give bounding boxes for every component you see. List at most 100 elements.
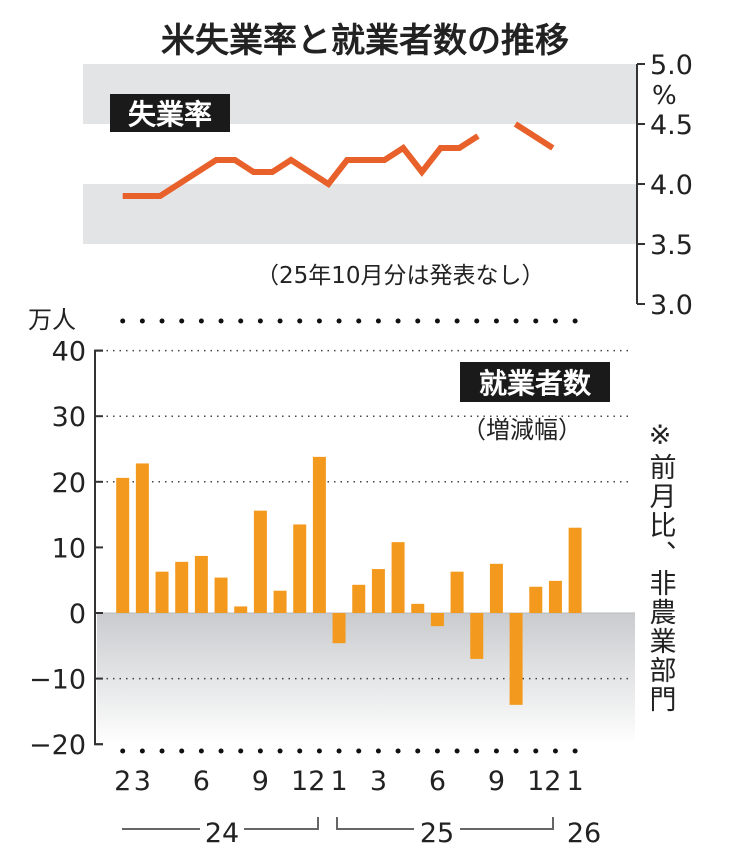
dot-separator: [376, 749, 381, 754]
bar: [293, 524, 306, 613]
dot-separator: [219, 749, 224, 754]
bar: [175, 562, 188, 613]
bar: [372, 569, 385, 613]
dot-separator: [278, 749, 283, 754]
dot-separator: [278, 319, 283, 324]
dot-separator: [140, 749, 145, 754]
dot-separator: [199, 319, 204, 324]
x-tick-label: 1: [330, 766, 347, 797]
dot-separator: [140, 319, 145, 324]
x-tick-label: 12: [291, 766, 325, 797]
dot-separator: [435, 749, 440, 754]
dot-separator: [238, 749, 243, 754]
bar: [510, 613, 523, 705]
dot-separator: [553, 319, 558, 324]
bar: [392, 542, 405, 613]
dot-separator: [356, 749, 361, 754]
dot-separator: [573, 749, 578, 754]
y-tick-label: 10: [52, 533, 86, 564]
dot-separator: [258, 749, 263, 754]
negative-area: [97, 613, 635, 744]
employment-note: ※前月比、非農業部門: [645, 420, 677, 714]
y-tick-label: 4.0: [650, 170, 693, 201]
x-tick-label: 2: [114, 766, 131, 797]
x-tick-label: 9: [252, 766, 269, 797]
dot-separator: [494, 749, 499, 754]
x-tick-label: 3: [370, 766, 387, 797]
unemployment-unit: %: [652, 81, 677, 111]
dot-separator: [219, 319, 224, 324]
employment-label: 就業者数: [479, 367, 592, 400]
y-tick-label: 20: [52, 468, 86, 499]
bar: [352, 585, 365, 613]
bar: [313, 457, 326, 613]
x-tick-label: 3: [134, 766, 151, 797]
year-label: 24: [205, 818, 239, 849]
x-tick-label: 6: [429, 766, 446, 797]
dot-separator: [297, 319, 302, 324]
bar: [451, 572, 464, 613]
dot-separator: [435, 319, 440, 324]
bar: [254, 511, 267, 613]
dot-separator: [533, 319, 538, 324]
y-tick-label: −10: [29, 665, 86, 696]
y-tick-label: 3.5: [650, 230, 693, 261]
dot-separator: [474, 749, 479, 754]
year-label: 25: [420, 818, 454, 849]
x-tick-label: 1: [567, 766, 584, 797]
dot-separator: [337, 749, 342, 754]
unemployment-note: （25年10月分は発表なし）: [256, 263, 545, 289]
bar: [431, 613, 444, 626]
dot-separator: [514, 319, 519, 324]
dot-separator: [317, 319, 322, 324]
dot-separator: [120, 749, 125, 754]
bar: [411, 604, 424, 613]
bar: [549, 581, 562, 613]
dot-separator: [376, 319, 381, 324]
dot-separator: [238, 319, 243, 324]
dot-separator: [415, 749, 420, 754]
year-bracket: [337, 817, 414, 829]
y-tick-label: 0: [69, 599, 86, 630]
bar: [333, 613, 346, 643]
bar: [234, 606, 247, 613]
dot-separator: [455, 749, 460, 754]
dot-separator: [514, 749, 519, 754]
chart-title: 米失業率と就業者数の推移: [161, 21, 569, 61]
x-tick-label: 12: [527, 766, 561, 797]
year-label: 26: [567, 818, 601, 849]
dot-separator: [455, 319, 460, 324]
y-tick-label: 5.0: [650, 50, 693, 81]
dot-separator: [199, 749, 204, 754]
bar: [136, 463, 149, 613]
employment-sublabel: （増減幅）: [462, 416, 582, 444]
dot-separator: [396, 319, 401, 324]
y-tick-label: 4.5: [650, 110, 693, 141]
bar: [156, 572, 169, 613]
dot-separator: [258, 319, 263, 324]
bar: [529, 587, 542, 613]
bar: [569, 528, 582, 613]
x-tick-label: 9: [488, 766, 505, 797]
dot-separator: [415, 319, 420, 324]
dot-separator: [573, 319, 578, 324]
dot-separator: [120, 319, 125, 324]
dot-separator: [533, 749, 538, 754]
dot-separator: [356, 319, 361, 324]
unemployment-label: 失業率: [128, 98, 212, 131]
dot-separator: [317, 749, 322, 754]
employment-unit: 万人: [28, 306, 76, 334]
bar: [215, 578, 228, 613]
dot-separator: [179, 319, 184, 324]
bar: [490, 564, 503, 613]
dot-separator: [179, 749, 184, 754]
dot-separator: [160, 319, 165, 324]
dot-separator: [396, 749, 401, 754]
y-tick-label: 40: [52, 337, 86, 368]
dot-separator: [337, 319, 342, 324]
y-tick-label: −20: [29, 730, 86, 761]
year-bracket: [460, 817, 553, 829]
year-bracket: [244, 817, 318, 829]
y-tick-label: 3.0: [650, 290, 693, 321]
